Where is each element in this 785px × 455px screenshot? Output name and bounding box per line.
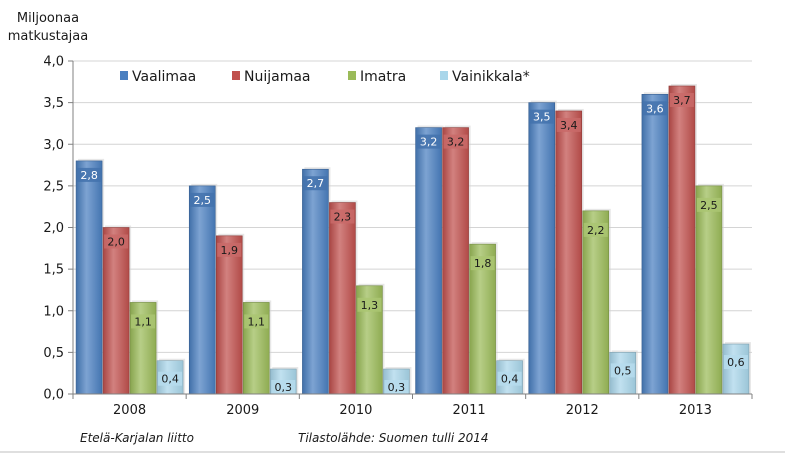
legend-label: Imatra (360, 69, 406, 85)
bar-nuijamaa-2012 (555, 110, 583, 395)
footer-source-left: Etelä-Karjalan liitto (80, 431, 194, 445)
bar-vaalimaa-2011 (415, 127, 442, 395)
data-label: 2,2 (587, 224, 605, 237)
data-label: 3,4 (560, 119, 578, 132)
bar-imatra-2013 (695, 185, 723, 395)
axes (72, 61, 753, 399)
data-label: 3,6 (646, 102, 664, 115)
data-label-bg (303, 176, 328, 191)
bar-nuijamaa-2010 (329, 202, 356, 395)
x-tick-label: 2013 (679, 403, 712, 418)
data-label-bg (696, 197, 721, 212)
bar-imatra-2012 (582, 210, 610, 395)
bars: 2,8 2,0 1,1 0,4 2,5 1,9 1,1 0,3 2,7 2,3 1,3 0,3 3,2 3… (75, 83, 751, 395)
data-label: 2,8 (80, 169, 98, 182)
data-label: 3,7 (673, 94, 691, 107)
data-label-bg (669, 92, 694, 107)
legend-swatch (232, 71, 240, 80)
data-label: 2,7 (307, 177, 325, 190)
y-tick-label: 1,5 (43, 263, 64, 278)
gridlines (73, 60, 752, 353)
data-label-bg (357, 297, 382, 312)
data-label: 0,4 (161, 373, 179, 386)
data-label: 0,5 (614, 364, 632, 377)
y-axis-label-line-2: matkustajaa (8, 29, 88, 44)
legend-label: Vainikkala* (452, 69, 530, 85)
data-label: 1,3 (361, 299, 379, 312)
data-label-bg (244, 314, 269, 329)
data-label-bg (583, 222, 608, 237)
data-label-bg (610, 363, 635, 378)
data-label: 2,5 (194, 194, 212, 207)
x-tick-label: 2009 (226, 403, 259, 418)
data-label: 0,3 (275, 381, 293, 394)
y-tick-label: 2,0 (43, 221, 64, 236)
bar-vaalimaa-2008 (75, 160, 103, 395)
x-tick-label: 2008 (113, 403, 146, 418)
data-label-bg (556, 117, 581, 132)
bar-nuijamaa-2013 (668, 85, 696, 395)
data-label-bg (470, 256, 495, 271)
data-label-bg (416, 134, 441, 149)
legend-label: Nuijamaa (244, 69, 311, 85)
data-label: 2,0 (107, 236, 125, 249)
data-label-bg (443, 134, 468, 149)
data-label-bg (497, 371, 522, 386)
data-label-bg (330, 209, 355, 224)
data-label-bg (529, 109, 554, 124)
x-axis-categories: 2008 2009 2010 2011 2012 2013 (113, 403, 712, 418)
data-label-bg (723, 355, 748, 370)
data-label-bg (217, 242, 242, 257)
data-label: 0,6 (727, 356, 745, 369)
data-label: 2,5 (700, 199, 718, 212)
data-label-bg (642, 101, 667, 116)
legend: Vaalimaa Nuijamaa Imatra Vainikkala* (120, 69, 530, 85)
data-label: 1,9 (221, 244, 239, 257)
data-label: 2,3 (334, 211, 352, 224)
data-label: 3,2 (420, 136, 438, 149)
x-tick-label: 2010 (339, 403, 372, 418)
data-label: 3,2 (447, 136, 465, 149)
bar-nuijamaa-2009 (215, 235, 243, 395)
y-tick-label: 4,0 (43, 55, 64, 70)
y-tick-label: 3,0 (43, 138, 64, 153)
data-label: 3,5 (533, 111, 551, 124)
y-tick-label: 1,0 (43, 304, 64, 319)
data-label-bg (190, 192, 215, 207)
bar-nuijamaa-2008 (102, 227, 130, 395)
y-axis-ticks: 0,0 0,5 1,0 1,5 2,0 2,5 3,0 3,5 4,0 (43, 55, 73, 403)
data-label: 1,1 (248, 315, 266, 328)
bar-vaalimaa-2013 (641, 94, 669, 395)
legend-swatch (348, 71, 356, 80)
footer-source-right: Tilastolähde: Suomen tulli 2014 (298, 431, 489, 445)
data-label-bg (158, 371, 183, 386)
data-label-bg (77, 167, 102, 182)
data-label: 0,4 (501, 373, 519, 386)
legend-label: Vaalimaa (132, 69, 196, 85)
data-label-bg (271, 380, 296, 395)
data-label: 1,8 (474, 257, 492, 270)
y-axis-label-line-1: Miljoonaa (17, 11, 79, 26)
legend-swatch (120, 71, 128, 80)
y-tick-label: 0,5 (43, 346, 64, 361)
bar-nuijamaa-2011 (442, 127, 469, 395)
y-tick-label: 0,0 (43, 388, 64, 403)
data-label-bg (131, 314, 156, 329)
y-tick-label: 3,5 (43, 96, 64, 111)
x-tick-label: 2011 (453, 403, 486, 418)
bar-vaalimaa-2010 (302, 168, 329, 395)
x-tick-label: 2012 (566, 403, 599, 418)
data-label: 0,3 (388, 381, 406, 394)
data-label-bg (384, 380, 409, 395)
bar-vaalimaa-2009 (188, 185, 216, 395)
data-label: 1,1 (134, 315, 152, 328)
y-tick-label: 2,5 (43, 179, 64, 194)
bar-vaalimaa-2012 (528, 102, 556, 395)
data-label-bg (104, 234, 129, 249)
legend-swatch (440, 71, 448, 80)
